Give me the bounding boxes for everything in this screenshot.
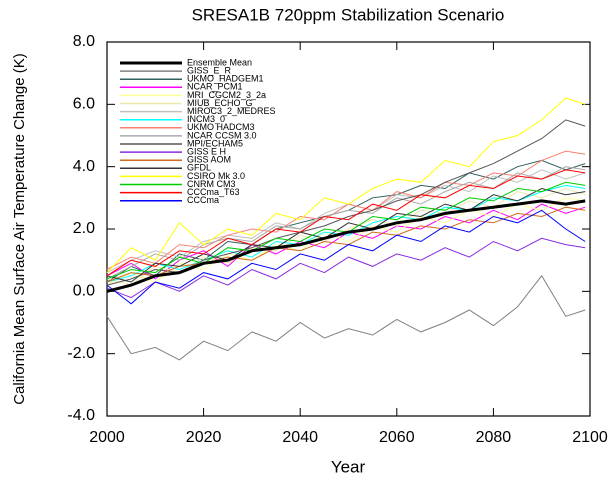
series-line: [106, 209, 586, 305]
legend-label: UKMO HADCM3: [187, 122, 255, 132]
series-line: [106, 199, 586, 293]
series-line: [106, 169, 586, 277]
y-tick-label: 8.0: [73, 33, 95, 50]
legend-label: MPI/ECHAM5: [187, 138, 243, 148]
x-tick-label: 2060: [379, 429, 415, 446]
legend-label: NCAR CCSM 3.0: [187, 130, 257, 140]
legend-label: CSIRO Mk 3.0: [187, 171, 245, 181]
legend-label: CNRM CM3: [187, 179, 236, 189]
x-axis-label: Year: [331, 457, 366, 476]
y-axis-label: California Mean Surface Air Temperature …: [11, 53, 28, 405]
legend-label: MRI_CGCM2_3_2a: [187, 90, 266, 100]
series-line: [106, 187, 586, 286]
y-tick-label: -4.0: [67, 407, 95, 424]
legend-label: INCM3_0: [187, 114, 225, 124]
y-tick-label: 2.0: [73, 220, 95, 237]
series-line: [106, 274, 586, 361]
x-tick-label: 2080: [476, 429, 512, 446]
legend-label: CCCma_T63: [187, 187, 240, 197]
x-tick-label: 2020: [186, 429, 222, 446]
y-tick-label: 0.0: [73, 283, 95, 300]
series-line: [106, 97, 586, 273]
legend-label: MIUB_ECHO_G: [187, 98, 253, 108]
series-line: [106, 237, 586, 299]
y-tick-label: 4.0: [73, 158, 95, 175]
chart-title: SRESA1B 720ppm Stabilization Scenario: [192, 5, 505, 24]
x-tick-label: 2100: [572, 429, 608, 446]
series-line: [106, 187, 586, 283]
legend-label: MIROC3_2_MEDRES: [187, 106, 276, 116]
x-tick-label: 2000: [89, 429, 125, 446]
legend-label: NCAR_PCM1: [187, 82, 243, 92]
legend-label: GISS_E_R: [187, 65, 232, 75]
x-tick-label: 2040: [282, 429, 318, 446]
y-tick-label: 6.0: [73, 96, 95, 113]
legend-label: Ensemble Mean: [187, 57, 252, 67]
legend-label: GISS AOM: [187, 155, 231, 165]
legend-label: CCCma: [187, 195, 219, 205]
legend-label: GFDL: [187, 163, 211, 173]
legend-label: UKMO_HADGEM1: [187, 74, 264, 84]
series-line: [106, 184, 586, 283]
legend-label: GISS E H: [187, 146, 226, 156]
y-tick-label: -2.0: [67, 345, 95, 362]
series-line: [106, 166, 586, 280]
